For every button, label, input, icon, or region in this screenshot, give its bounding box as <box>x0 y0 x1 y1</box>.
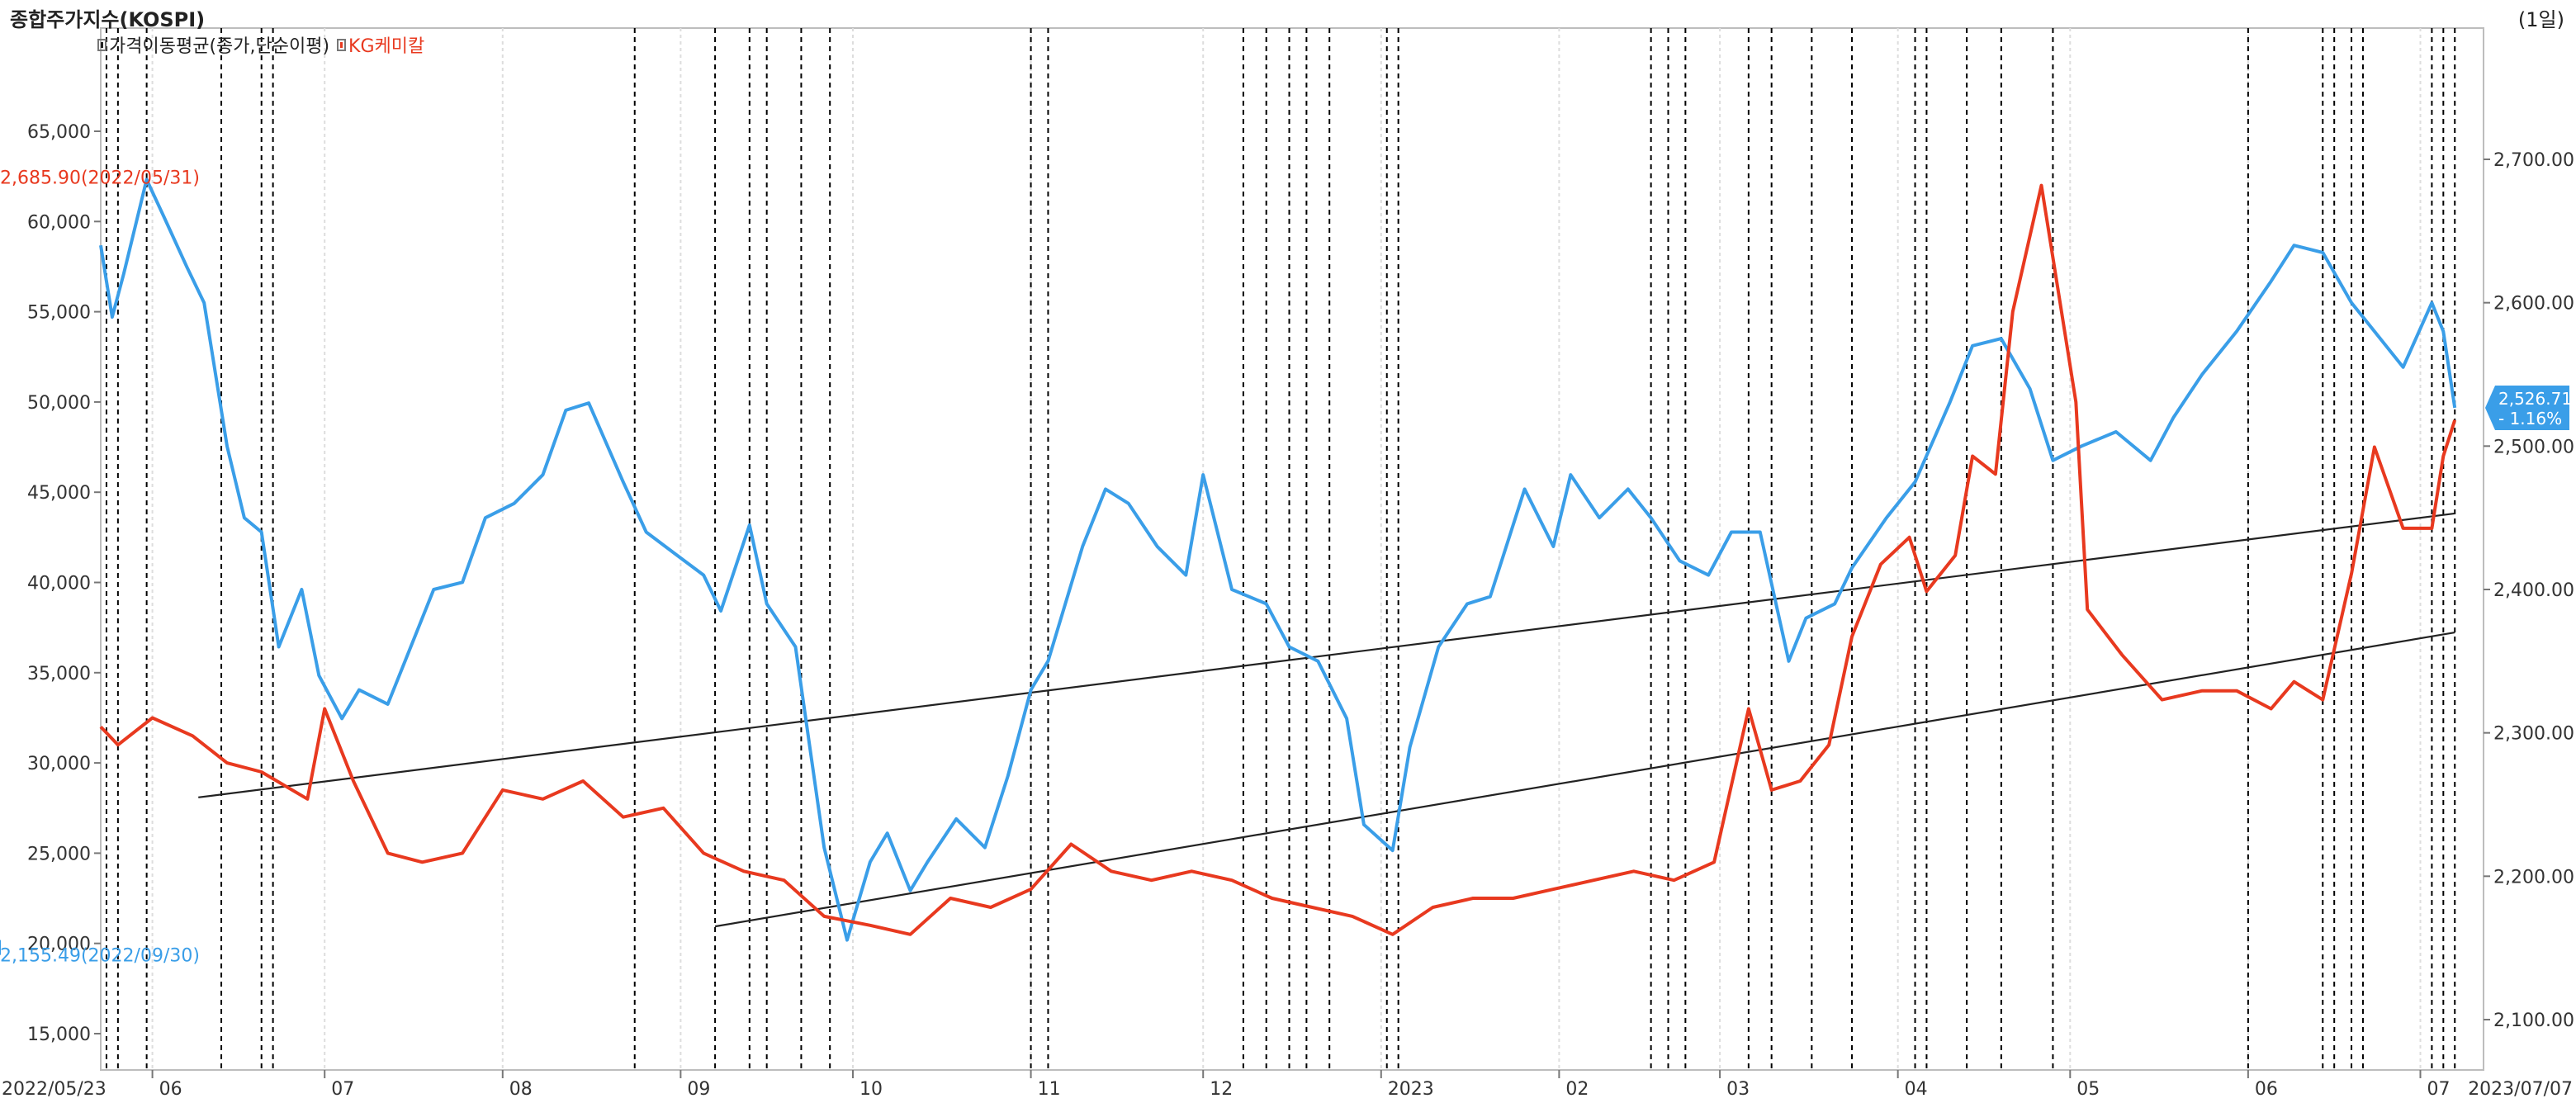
left-axis-tick-label: 20,000 <box>27 935 91 955</box>
x-axis-tick-label: 03 <box>1726 1079 1750 1100</box>
left-axis-tick-label: 15,000 <box>27 1025 91 1045</box>
plot-area <box>100 27 2484 1071</box>
left-axis-tick-label: 25,000 <box>27 844 91 864</box>
last-value-text: 2,526.71 <box>2498 389 2572 409</box>
right-axis-tick-label: 2,600.00 <box>2493 294 2574 315</box>
legend-label: KG케미칼 <box>348 36 425 57</box>
x-axis-tick-label: 09 <box>687 1079 710 1100</box>
x-axis-tick-label: 06 <box>2255 1079 2278 1100</box>
x-axis-tick-label: 2022/05/23 <box>2 1079 107 1100</box>
checkbox-icon[interactable] <box>337 38 347 51</box>
checkbox-icon[interactable] <box>97 38 107 51</box>
right-axis-tick-label: 2,700.00 <box>2493 150 2574 171</box>
x-axis-tick-label: 02 <box>1565 1079 1589 1100</box>
right-axis-tick-label: 2,500.00 <box>2493 437 2574 457</box>
legend-item-kg[interactable]: KG케미칼 <box>337 31 424 58</box>
left-axis-tick-label: 60,000 <box>27 212 91 233</box>
last-value-badge <box>2485 385 2569 430</box>
x-axis-tick-label: 07 <box>331 1079 354 1100</box>
right-axis-tick-label: 2,200.00 <box>2493 867 2574 888</box>
x-axis-tick-label: 06 <box>159 1079 182 1100</box>
right-axis-tick-label: 2,400.00 <box>2493 580 2574 601</box>
x-axis-tick-label: 12 <box>1210 1079 1233 1100</box>
x-axis-tick-label: 07 <box>2427 1079 2451 1100</box>
max-annotation: 2,685.90(2022/05/31) <box>0 168 200 188</box>
x-axis-tick-label: 10 <box>859 1079 883 1100</box>
left-axis-tick-label: 65,000 <box>27 122 91 143</box>
left-axis-tick-label: 45,000 <box>27 483 91 504</box>
x-axis-tick-label: 2023 <box>1388 1079 1434 1100</box>
x-axis-tick-label: 05 <box>2076 1079 2100 1100</box>
right-axis-tick-label: 2,300.00 <box>2493 724 2574 745</box>
x-axis-tick-label: 08 <box>509 1079 533 1100</box>
chart-title: 종합주가지수(KOSPI) <box>10 8 206 31</box>
left-axis-tick-label: 40,000 <box>27 574 91 594</box>
left-axis-tick-label: 30,000 <box>27 754 91 774</box>
period-label: (1일) <box>2517 8 2564 31</box>
x-axis-tick-label: 11 <box>1038 1079 1061 1100</box>
legend-label: 가격이동평균(종가,단순이평) <box>109 36 330 57</box>
trendline <box>714 632 2455 928</box>
legend: 가격이동평균(종가,단순이평) KG케미칼 <box>97 31 426 58</box>
left-axis-tick-label: 35,000 <box>27 664 91 684</box>
x-axis-tick-label: 04 <box>1905 1079 1928 1100</box>
left-axis-tick-label: 50,000 <box>27 393 91 414</box>
chart-header: 종합주가지수(KOSPI) (1일) <box>0 0 2576 31</box>
last-change-text: - 1.16% <box>2498 409 2562 428</box>
left-axis-tick-label: 55,000 <box>27 303 91 324</box>
legend-item-ma[interactable]: 가격이동평균(종가,단순이평) <box>97 31 329 58</box>
min-annotation: 2,155.49(2022/09/30) <box>0 946 200 967</box>
right-axis-tick-label: 2,100.00 <box>2493 1011 2574 1031</box>
trendline <box>198 512 2455 798</box>
x-axis-tick-label: 2023/07/07 <box>2468 1079 2573 1100</box>
kospi-line <box>99 178 2457 942</box>
